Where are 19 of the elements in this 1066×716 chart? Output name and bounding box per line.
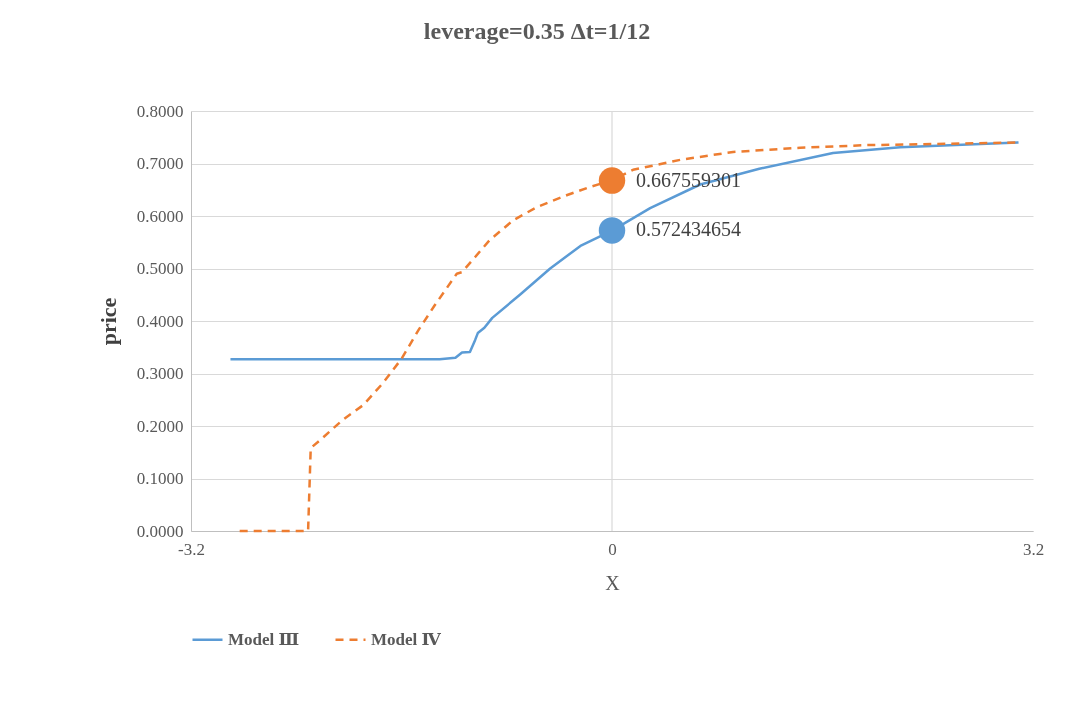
y-tick-label: 0.5000 xyxy=(136,259,184,278)
legend-label: Model Ⅲ xyxy=(228,629,300,649)
x-tick-label: 3.2 xyxy=(1022,539,1045,559)
y-tick-label: 0.8000 xyxy=(136,101,184,121)
y-tick-label: 0.2000 xyxy=(136,416,184,436)
x-tick-label: -3.2 xyxy=(178,539,205,559)
chart-title: leverage=0.35 Δt=1/12 xyxy=(423,18,651,44)
y-axis-title: price xyxy=(95,297,121,346)
y-tick-label: 0.6000 xyxy=(136,206,184,226)
y-tick-label: 0.7000 xyxy=(136,154,184,173)
data-label: 0.572434654 xyxy=(636,218,741,241)
y-tick-label: 0.0000 xyxy=(136,521,184,541)
legend-label: Model Ⅳ xyxy=(371,629,442,649)
y-tick-label: 0.1000 xyxy=(136,469,184,488)
y-tick-label: 0.3000 xyxy=(136,364,184,383)
line-series xyxy=(229,141,1020,361)
x-tick-label: 0 xyxy=(608,539,617,559)
x-axis-title: X xyxy=(605,571,621,594)
y-tick-label: 0.4000 xyxy=(136,311,184,331)
